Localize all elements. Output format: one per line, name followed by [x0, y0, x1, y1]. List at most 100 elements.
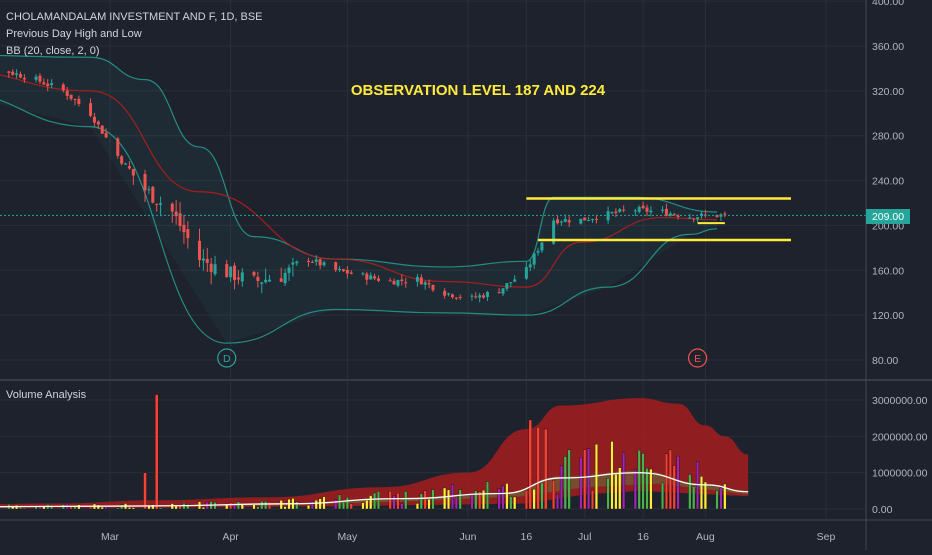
volume-bar: [116, 507, 120, 510]
volume-bar: [482, 490, 486, 510]
candle-body: [610, 212, 614, 214]
candle-body: [501, 288, 505, 294]
volume-bar: [159, 507, 163, 510]
volume-bar: [563, 456, 567, 510]
candle-body: [427, 283, 431, 285]
time-tick-label: Jul: [578, 531, 591, 543]
candle-body: [614, 211, 618, 213]
volume-axis[interactable]: 3000000.00 2000000.00 1000000.00 0.00: [872, 395, 928, 516]
candle-body: [715, 214, 719, 218]
volume-bar: [559, 465, 563, 510]
candle-body: [513, 279, 517, 282]
candle-body: [478, 295, 482, 298]
candle-body: [668, 213, 672, 216]
volume-bar: [377, 491, 380, 510]
volume-bar: [513, 496, 517, 510]
symbol-title[interactable]: CHOLAMANDALAM INVESTMENT AND F, 1D, BSE: [6, 11, 263, 23]
volume-bar: [450, 484, 454, 510]
candle-body: [252, 272, 256, 276]
volume-bar: [524, 490, 528, 510]
volume-panel-title[interactable]: Volume Analysis: [6, 389, 87, 401]
indicator-bb[interactable]: BB (20, close, 2, 0): [6, 45, 100, 57]
volume-bars: [0, 394, 749, 510]
volume-bar: [100, 506, 104, 510]
time-tick-label: Jun: [460, 531, 477, 543]
candle-body: [672, 214, 676, 216]
volume-bar: [283, 506, 287, 510]
candle-body: [591, 219, 595, 221]
candle-body: [198, 240, 201, 261]
event-marker-label: D: [223, 353, 231, 365]
price-tick-label: 400.00: [872, 0, 904, 8]
time-tick-label: May: [337, 531, 358, 543]
price-tick-label: 120.00: [872, 310, 904, 322]
candle-body: [454, 297, 458, 299]
candle-body: [151, 186, 155, 203]
candle-body: [594, 218, 598, 220]
candle-body: [345, 270, 349, 274]
candle-body: [279, 278, 283, 282]
candle-body: [77, 98, 81, 104]
price-tag-label: 209.00: [872, 211, 904, 223]
volume-bar: [556, 493, 559, 510]
candle-body: [50, 83, 54, 86]
candle-body: [509, 282, 513, 284]
volume-bar: [120, 504, 124, 510]
volume-bar: [131, 507, 135, 510]
volume-bar: [497, 488, 501, 510]
candle-body: [404, 282, 408, 284]
candle-body: [563, 218, 567, 222]
time-tick-label: Mar: [101, 531, 120, 543]
candle-body: [201, 258, 205, 261]
candle-body: [645, 207, 649, 212]
volume-bar: [186, 504, 190, 510]
candle-body: [664, 208, 668, 216]
volume-bar: [470, 494, 474, 510]
candle-body: [400, 279, 404, 281]
time-tick-label: 16: [521, 531, 533, 543]
event-marker-label: E: [694, 353, 701, 365]
candle-body: [661, 209, 665, 211]
candle-body: [306, 260, 310, 262]
volume-bar: [34, 506, 38, 510]
volume-bar: [661, 482, 665, 510]
candle-body: [415, 276, 419, 282]
candle-body: [485, 291, 489, 298]
candle-body: [676, 215, 680, 217]
volume-tick-label: 0.00: [872, 504, 893, 516]
candle-body: [622, 209, 626, 211]
volume-bar: [540, 482, 544, 510]
bb-basis-line: [0, 74, 718, 288]
candle-body: [349, 272, 353, 274]
volume-bar: [474, 490, 478, 510]
time-axis[interactable]: Mar Apr May Jun 16 Jul 16 Aug Sep: [101, 531, 836, 543]
candle-body: [633, 210, 637, 212]
volume-bar: [373, 492, 377, 510]
volume-bar: [252, 504, 256, 510]
candle-body: [19, 74, 22, 78]
candle-body: [22, 77, 26, 80]
bb-fill: [0, 55, 718, 344]
volume-tick-label: 3000000.00: [872, 395, 928, 407]
candle-body: [524, 267, 528, 279]
volume-bar: [229, 502, 233, 510]
candle-body: [431, 285, 435, 291]
candle-body: [96, 121, 100, 125]
volume-bar: [454, 497, 458, 510]
volume-bar: [505, 483, 509, 510]
candle-body: [641, 205, 645, 209]
volume-bar: [260, 501, 264, 510]
volume-bar: [579, 457, 583, 510]
candle-body: [458, 296, 462, 298]
candle-body: [92, 116, 96, 123]
indicator-prev-day[interactable]: Previous Day High and Low: [6, 28, 142, 40]
candle-body: [11, 71, 15, 75]
volume-bar: [128, 507, 131, 510]
candle-body: [268, 279, 272, 282]
volume-bar: [19, 507, 22, 510]
candle-body: [42, 82, 46, 85]
candle-body: [120, 156, 124, 164]
price-tick-label: 160.00: [872, 265, 904, 277]
volume-bar: [151, 504, 155, 510]
